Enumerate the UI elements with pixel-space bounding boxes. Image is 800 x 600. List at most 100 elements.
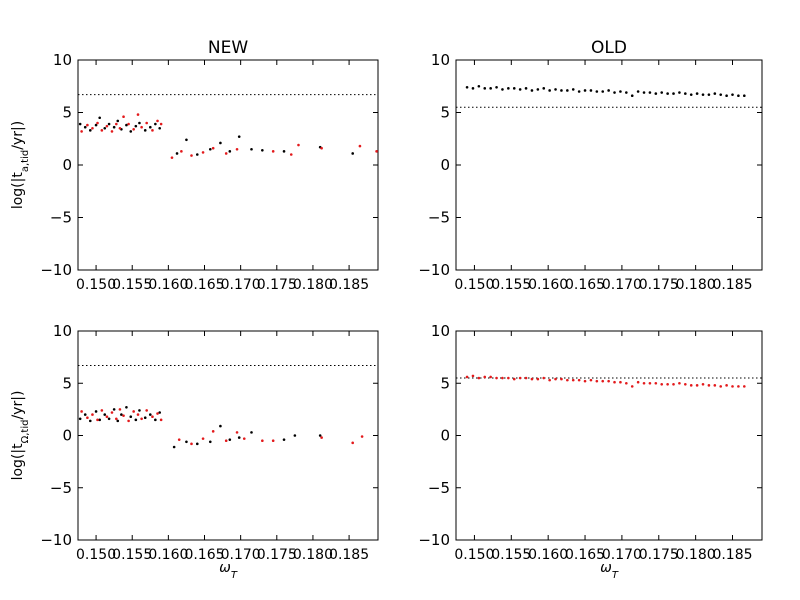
data-point xyxy=(103,126,107,130)
data-point xyxy=(648,381,652,385)
data-point xyxy=(351,152,354,155)
data-point xyxy=(138,121,141,125)
data-point xyxy=(211,430,215,433)
data-point xyxy=(701,93,705,96)
data-point xyxy=(566,378,569,382)
data-point xyxy=(86,123,89,127)
data-point xyxy=(83,413,87,416)
data-point xyxy=(145,409,148,412)
plot-frame xyxy=(455,330,763,541)
data-point xyxy=(219,141,222,145)
chart-panel-4: −10−505100.1500.1550.1600.1650.1700.1750… xyxy=(418,322,763,581)
y-tick-label: 5 xyxy=(440,374,450,392)
data-point xyxy=(707,384,711,387)
data-point xyxy=(489,375,492,379)
data-point xyxy=(172,445,176,449)
data-point xyxy=(127,419,130,423)
x-tick-label: 0.165 xyxy=(184,547,224,563)
data-point xyxy=(595,379,599,383)
data-point xyxy=(134,124,138,128)
data-point xyxy=(625,91,628,94)
data-point xyxy=(148,413,152,416)
data-point xyxy=(318,434,322,437)
data-point xyxy=(136,413,140,416)
data-point xyxy=(666,92,669,95)
x-tick-label: 0.170 xyxy=(221,277,261,293)
y-tick-label: 10 xyxy=(53,322,72,340)
data-point xyxy=(483,375,487,379)
data-point xyxy=(228,150,232,153)
data-point xyxy=(80,410,83,413)
data-point xyxy=(105,415,109,418)
x-tick-label: 0.150 xyxy=(454,277,494,293)
data-point xyxy=(695,384,699,387)
data-point xyxy=(536,88,540,91)
data-point xyxy=(743,385,746,388)
data-point xyxy=(107,122,111,126)
data-point xyxy=(78,122,82,126)
data-point xyxy=(375,150,378,153)
data-point xyxy=(136,113,140,116)
x-tick-label: 0.150 xyxy=(454,547,494,563)
data-point xyxy=(607,89,610,92)
x-tick-label: 0.155 xyxy=(112,547,152,563)
data-point xyxy=(560,89,563,92)
x-axis-label: ωT xyxy=(219,560,238,581)
data-point xyxy=(571,88,575,91)
data-point xyxy=(140,125,143,129)
data-point xyxy=(713,384,717,387)
data-point xyxy=(208,147,212,151)
data-point xyxy=(707,93,711,96)
data-point xyxy=(625,381,628,385)
data-point xyxy=(88,129,92,132)
data-point xyxy=(654,381,658,385)
data-point xyxy=(731,93,734,96)
data-point xyxy=(737,94,740,97)
data-point xyxy=(129,130,133,133)
data-point xyxy=(293,434,297,437)
x-tick-label: 0.150 xyxy=(76,547,116,563)
data-point xyxy=(185,138,188,142)
data-point xyxy=(689,93,693,96)
data-point xyxy=(125,123,128,127)
x-tick-label: 0.165 xyxy=(565,547,605,563)
data-point xyxy=(465,375,469,379)
data-point xyxy=(320,146,323,150)
data-point xyxy=(660,382,664,386)
y-tick-label: 5 xyxy=(62,374,72,392)
data-point xyxy=(507,376,510,380)
data-point xyxy=(642,381,646,385)
data-point xyxy=(158,126,161,130)
y-tick-label: 10 xyxy=(431,322,450,340)
x-tick-label: 0.185 xyxy=(329,277,369,293)
y-tick-label: −10 xyxy=(418,531,450,549)
data-point xyxy=(261,439,264,443)
data-point xyxy=(571,378,575,382)
chart-title: NEW xyxy=(208,38,248,58)
data-point xyxy=(271,439,275,443)
chart-panel-3: −10−505100.1500.1550.1600.1650.1700.1750… xyxy=(10,322,379,581)
data-point xyxy=(282,150,286,153)
data-point xyxy=(235,147,239,151)
data-point xyxy=(91,126,94,130)
data-point xyxy=(471,87,475,90)
data-point xyxy=(98,418,101,422)
x-tick-label: 0.150 xyxy=(76,277,116,293)
data-point xyxy=(530,377,534,381)
data-point xyxy=(201,437,205,440)
data-point xyxy=(507,87,510,90)
plot-frame xyxy=(77,59,379,271)
data-point xyxy=(96,418,99,422)
data-point xyxy=(156,119,159,123)
data-point xyxy=(297,143,300,147)
data-point xyxy=(228,438,232,441)
x-tick-label: 0.175 xyxy=(257,547,297,563)
data-point xyxy=(211,146,215,150)
data-point xyxy=(542,376,546,380)
data-point xyxy=(524,87,528,90)
x-tick-label: 0.160 xyxy=(148,547,188,563)
data-point xyxy=(471,374,475,378)
data-point xyxy=(695,92,699,95)
y-tick-label: 10 xyxy=(431,51,450,69)
data-point xyxy=(118,408,122,411)
